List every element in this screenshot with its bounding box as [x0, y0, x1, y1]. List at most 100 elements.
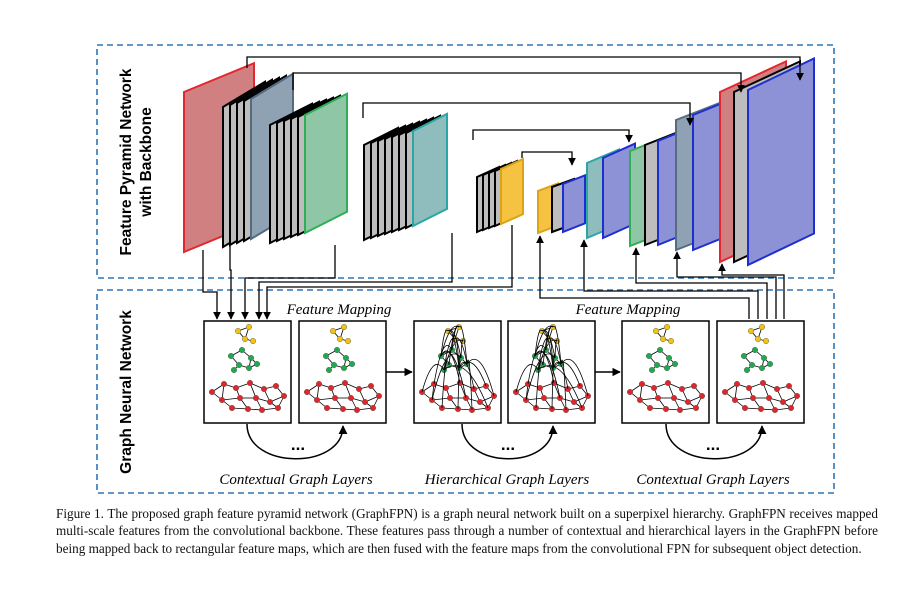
graph-2-red-node-10 [348, 395, 355, 402]
graph-4-hier-link-b8 [534, 351, 561, 399]
graph-4-hier-link-b7 [515, 364, 539, 393]
graph-3-hier-link-a11 [443, 337, 456, 371]
skip-connection-4 [472, 129, 633, 143]
fpn-level-5-b [562, 173, 586, 234]
graph-1-green-node-2 [238, 347, 245, 354]
graph-3-hier-link-b11 [443, 365, 489, 409]
graph-5-red-node-9 [655, 395, 662, 402]
graph-6-yellow-node-1 [748, 328, 755, 335]
graph-4-hier-link-a8 [534, 325, 554, 357]
graph-6-yellow-node-4 [763, 338, 770, 345]
backbone-stage-2-layer-6 [304, 92, 348, 235]
contextual-loop-left [246, 423, 348, 460]
graph-1-yellow-node-1 [234, 328, 241, 335]
graph-1-red-node-1 [208, 389, 215, 396]
graph-1-green-node-6 [253, 361, 260, 368]
graph-1-red-node-15 [275, 405, 282, 412]
layer-loops [246, 423, 767, 460]
graph-2-green-node-6 [349, 361, 356, 368]
fpn-skip-connections [246, 56, 804, 166]
hierarchical-label: Hierarchical Graph Layers [424, 472, 590, 488]
graph-3-hier-link-b10 [457, 353, 462, 410]
skip-connection-5 [521, 151, 576, 166]
graph-2-green-node-3 [343, 355, 350, 362]
skip-connection-3 [362, 102, 694, 126]
graph-4-hier-link-a6 [548, 337, 562, 365]
graph-6-green-node-1 [741, 353, 748, 360]
graph-6-yellow-node-2 [759, 324, 766, 331]
graph-6-yellow-node-3 [755, 336, 762, 343]
skip-connection-2 [292, 72, 745, 93]
graph-6-green-node-3 [761, 355, 768, 362]
graph-6-red-node-15 [788, 405, 795, 412]
graph-3-hier-link-b5 [458, 361, 487, 387]
graph-5-red-node-5 [679, 386, 686, 393]
feature-mapping-in-connections [202, 225, 513, 320]
graph-5-red-node-14 [677, 407, 684, 414]
graph-4-hier-link-a9 [541, 329, 554, 369]
graph-5-green-node-4 [654, 362, 661, 369]
graph-6-red-node-5 [774, 386, 781, 393]
graph-2-green-node-5 [341, 365, 348, 372]
graph-3-red-node-9 [447, 395, 454, 402]
graph-3-hier-link-b7 [421, 364, 445, 393]
graph-4-hier-link-a10 [554, 339, 558, 359]
graph-1-red-node-10 [252, 395, 259, 402]
graph-6-red-node-9 [750, 395, 757, 402]
graph-5-red-node-4 [665, 380, 672, 387]
graph-3-red-edge-8 [431, 397, 451, 401]
graph-1-green-node-7 [230, 367, 237, 374]
graph-1-red-node-9 [236, 395, 243, 402]
graph-6-red-node-1 [722, 389, 729, 396]
graph-5-red-node-2 [639, 381, 646, 388]
graph-boxes [203, 320, 805, 424]
graph-6-red-node-12 [742, 405, 749, 412]
graph-5-red-node-11 [685, 399, 692, 406]
fpn-panel-label-line2: with Backbone [138, 107, 155, 218]
graph-2-red-node-8 [314, 397, 321, 404]
graph-1-red-node-11 [267, 399, 274, 406]
graph-2-red-node-12 [324, 405, 331, 412]
graph-3-hier-link-a10 [460, 339, 464, 359]
figure-caption: Figure 1. The proposed graph feature pyr… [56, 506, 878, 556]
graph-2-red-node-1 [304, 389, 311, 396]
graph-5-yellow-node-1 [653, 328, 660, 335]
graph-5-green-node-5 [664, 365, 671, 372]
graph-2-red-node-4 [342, 380, 349, 387]
graph-1-red-edge-8 [221, 397, 241, 401]
graph-1-red-node-3 [232, 385, 239, 392]
graph-2-red-node-11 [362, 399, 369, 406]
graph-2-green-node-4 [331, 362, 338, 369]
graph-4-hier-link-b11 [537, 365, 583, 409]
graph-5-green-node-6 [672, 361, 679, 368]
graph-2-red-edge-8 [316, 397, 336, 401]
graph-4-hier-link-b9 [552, 362, 569, 390]
graph-1-red-node-5 [261, 386, 268, 393]
graph-6-red-node-2 [734, 381, 741, 388]
graph-6-red-node-10 [766, 395, 773, 402]
graph-3-red-node-11 [477, 399, 484, 406]
graph-4-hier-link-a1 [534, 329, 543, 357]
backbone-stage-3-layer-8 [412, 112, 448, 228]
graph-5-red-node-8 [637, 397, 644, 404]
graph-5-yellow-node-4 [668, 338, 675, 345]
graph-5-red-node-3 [651, 385, 658, 392]
graph-3-hier-link-b4 [441, 360, 450, 409]
graph-3-red-node-3 [443, 385, 450, 392]
graph-6-red-node-8 [732, 397, 739, 404]
graph-6-red-node-7 [794, 393, 801, 400]
graph-3-hier-link-b12 [466, 358, 495, 397]
graph-1-red-node-7 [281, 393, 288, 400]
graph-4-red-edge-8 [525, 397, 545, 401]
graph-6-red-node-3 [746, 385, 753, 392]
graph-2-yellow-node-2 [341, 324, 348, 331]
graph-4-hier-link-b6 [560, 359, 567, 411]
contextual-label-left: Contextual Graph Layers [219, 472, 372, 488]
graph-6-green-node-5 [759, 365, 766, 372]
graph-1-yellow-node-4 [249, 338, 256, 345]
graph-5-red-node-6 [691, 383, 698, 390]
graph-2-yellow-node-3 [337, 336, 344, 343]
feature-map-layers [183, 56, 815, 267]
graph-5-green-node-2 [657, 347, 664, 354]
graph-3-hier-link-a8 [440, 325, 460, 357]
